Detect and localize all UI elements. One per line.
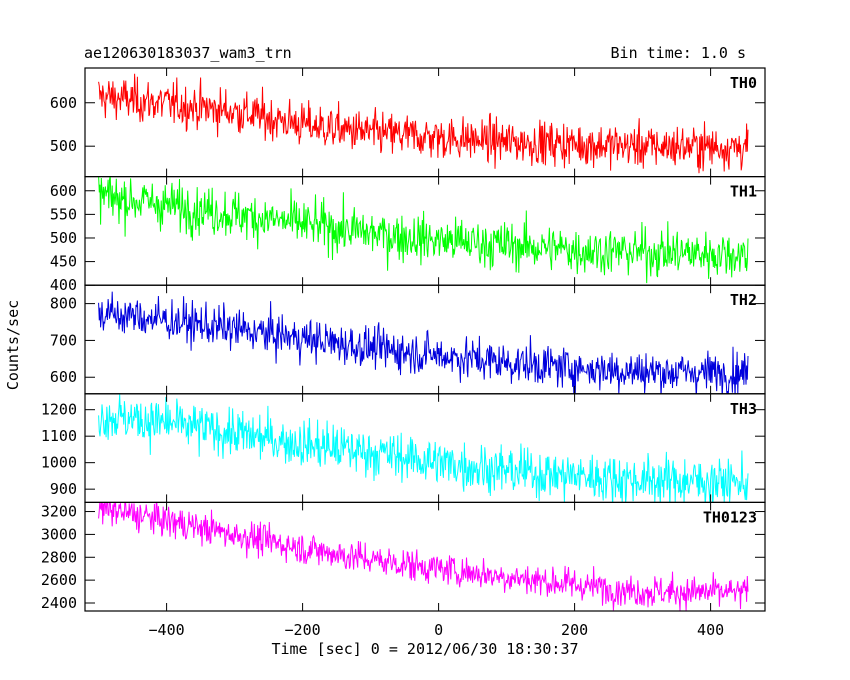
series-line-th0 [98,73,749,174]
x-tick-label: 400 [697,621,724,639]
y-tick-label: 600 [50,94,77,112]
y-tick-label: 900 [50,480,77,498]
y-tick-label: 3200 [41,503,77,521]
panel-th3: 900 1000 1100 1200 TH3 [41,393,766,503]
series-line-th0123 [98,502,749,611]
panel-frame [84,176,766,286]
bin-time-label: Bin time: 1.0 s [610,44,746,62]
series-label-th1: TH1 [730,183,757,201]
x-tick-label: 200 [561,621,588,639]
series-label-th2: TH2 [730,291,757,309]
y-tick-label: 800 [50,295,77,313]
y-tick-label: 2400 [41,594,77,612]
y-tick-label: 550 [50,205,77,223]
y-tick-label: 2600 [41,571,77,589]
y-tick-label: 500 [50,229,77,247]
x-axis-label: Time [sec] 0 = 2012/06/30 18:30:37 [271,640,578,658]
panel-frame [84,501,766,612]
y-tick-label: 600 [50,368,77,386]
y-tick-label: 700 [50,331,77,349]
x-tick-label: 0 [434,621,443,639]
series-label-th0: TH0 [730,74,757,92]
series-line-th3 [98,394,749,503]
y-tick-label: 1200 [41,401,77,419]
y-tick-label: 600 [50,182,77,200]
x-tick-label: −200 [285,621,321,639]
y-tick-label: 500 [50,137,77,155]
y-axis-label: Counts/sec [4,300,22,390]
chart-title: ae120630183037_wam3_trn [84,44,292,62]
y-tick-label: 3000 [41,525,77,543]
panel-th1: 400 450 500 550 600 TH1 [50,176,766,294]
series-label-th0123: TH0123 [703,508,757,526]
series-line-th2 [98,291,749,394]
y-tick-label: 1000 [41,454,77,472]
y-tick-label: 1100 [41,427,77,445]
series-label-th3: TH3 [730,400,757,418]
y-tick-label: 400 [50,276,77,294]
panel-th0123: 2400 2600 2800 3000 3200 TH0123 [41,501,766,612]
series-line-th1 [98,176,749,284]
y-tick-label: 2800 [41,548,77,566]
y-tick-label: 450 [50,253,77,271]
x-tick-label: −400 [149,621,185,639]
panel-th2: 600 700 800 TH2 [50,284,766,395]
panel-th0: 500 600 TH0 [50,67,766,178]
